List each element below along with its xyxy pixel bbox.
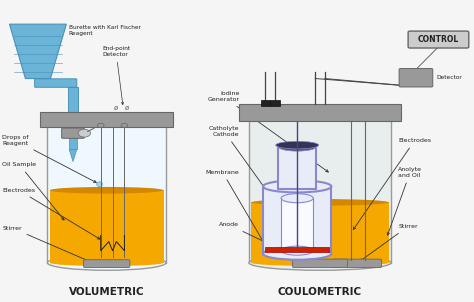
Bar bbox=[40, 112, 173, 127]
Circle shape bbox=[98, 123, 104, 127]
Text: Anolyte
and Oil: Anolyte and Oil bbox=[387, 167, 422, 235]
Text: Oil Sample: Oil Sample bbox=[2, 162, 64, 220]
FancyBboxPatch shape bbox=[399, 69, 433, 87]
Ellipse shape bbox=[263, 180, 331, 192]
Circle shape bbox=[78, 129, 91, 137]
Text: Membrane: Membrane bbox=[206, 170, 266, 246]
Bar bbox=[47, 115, 166, 263]
Ellipse shape bbox=[251, 199, 389, 206]
Text: Stirrer: Stirrer bbox=[360, 224, 418, 261]
Ellipse shape bbox=[251, 259, 389, 266]
Text: Drops of
Reagent: Drops of Reagent bbox=[2, 135, 96, 182]
Text: Catholyte
Cathode: Catholyte Cathode bbox=[209, 126, 289, 221]
Text: CONTROL: CONTROL bbox=[418, 35, 459, 44]
Bar bbox=[249, 109, 391, 263]
Text: End-point
Detector: End-point Detector bbox=[102, 46, 130, 104]
Bar bbox=[270, 100, 280, 106]
Text: VOLUMETRIC: VOLUMETRIC bbox=[69, 287, 145, 297]
Ellipse shape bbox=[249, 255, 391, 270]
Bar bbox=[265, 247, 329, 252]
Bar bbox=[261, 100, 270, 106]
Text: Iodine
Generator: Iodine Generator bbox=[207, 91, 328, 172]
Text: Electrodes: Electrodes bbox=[2, 188, 100, 239]
Bar bbox=[281, 198, 313, 251]
FancyBboxPatch shape bbox=[35, 79, 77, 87]
Polygon shape bbox=[9, 24, 66, 79]
Text: Stirrer: Stirrer bbox=[2, 226, 91, 262]
Ellipse shape bbox=[263, 248, 331, 260]
FancyBboxPatch shape bbox=[332, 259, 382, 268]
Text: ø: ø bbox=[125, 105, 128, 111]
Ellipse shape bbox=[276, 141, 319, 149]
FancyBboxPatch shape bbox=[408, 31, 469, 48]
Polygon shape bbox=[69, 149, 77, 162]
Text: Electrodes: Electrodes bbox=[353, 138, 431, 230]
Ellipse shape bbox=[281, 246, 313, 255]
Text: Anode: Anode bbox=[219, 223, 306, 262]
Circle shape bbox=[121, 123, 128, 127]
Ellipse shape bbox=[281, 194, 313, 203]
Bar bbox=[50, 190, 164, 263]
Text: ø: ø bbox=[114, 105, 118, 111]
Ellipse shape bbox=[50, 259, 164, 266]
Bar bbox=[278, 147, 316, 189]
Bar bbox=[68, 87, 78, 128]
Bar bbox=[251, 202, 389, 263]
Ellipse shape bbox=[278, 142, 316, 151]
Ellipse shape bbox=[50, 187, 164, 194]
FancyBboxPatch shape bbox=[62, 128, 84, 138]
Bar bbox=[239, 104, 401, 121]
Bar bbox=[263, 186, 331, 254]
Text: COULOMETRIC: COULOMETRIC bbox=[278, 287, 362, 297]
Ellipse shape bbox=[97, 182, 102, 187]
Bar bbox=[69, 137, 77, 149]
FancyBboxPatch shape bbox=[292, 259, 347, 268]
Ellipse shape bbox=[47, 255, 166, 270]
Text: Detector: Detector bbox=[404, 75, 462, 79]
FancyBboxPatch shape bbox=[83, 260, 130, 268]
Text: Burette with Karl Fischer
Reagent: Burette with Karl Fischer Reagent bbox=[69, 25, 141, 36]
